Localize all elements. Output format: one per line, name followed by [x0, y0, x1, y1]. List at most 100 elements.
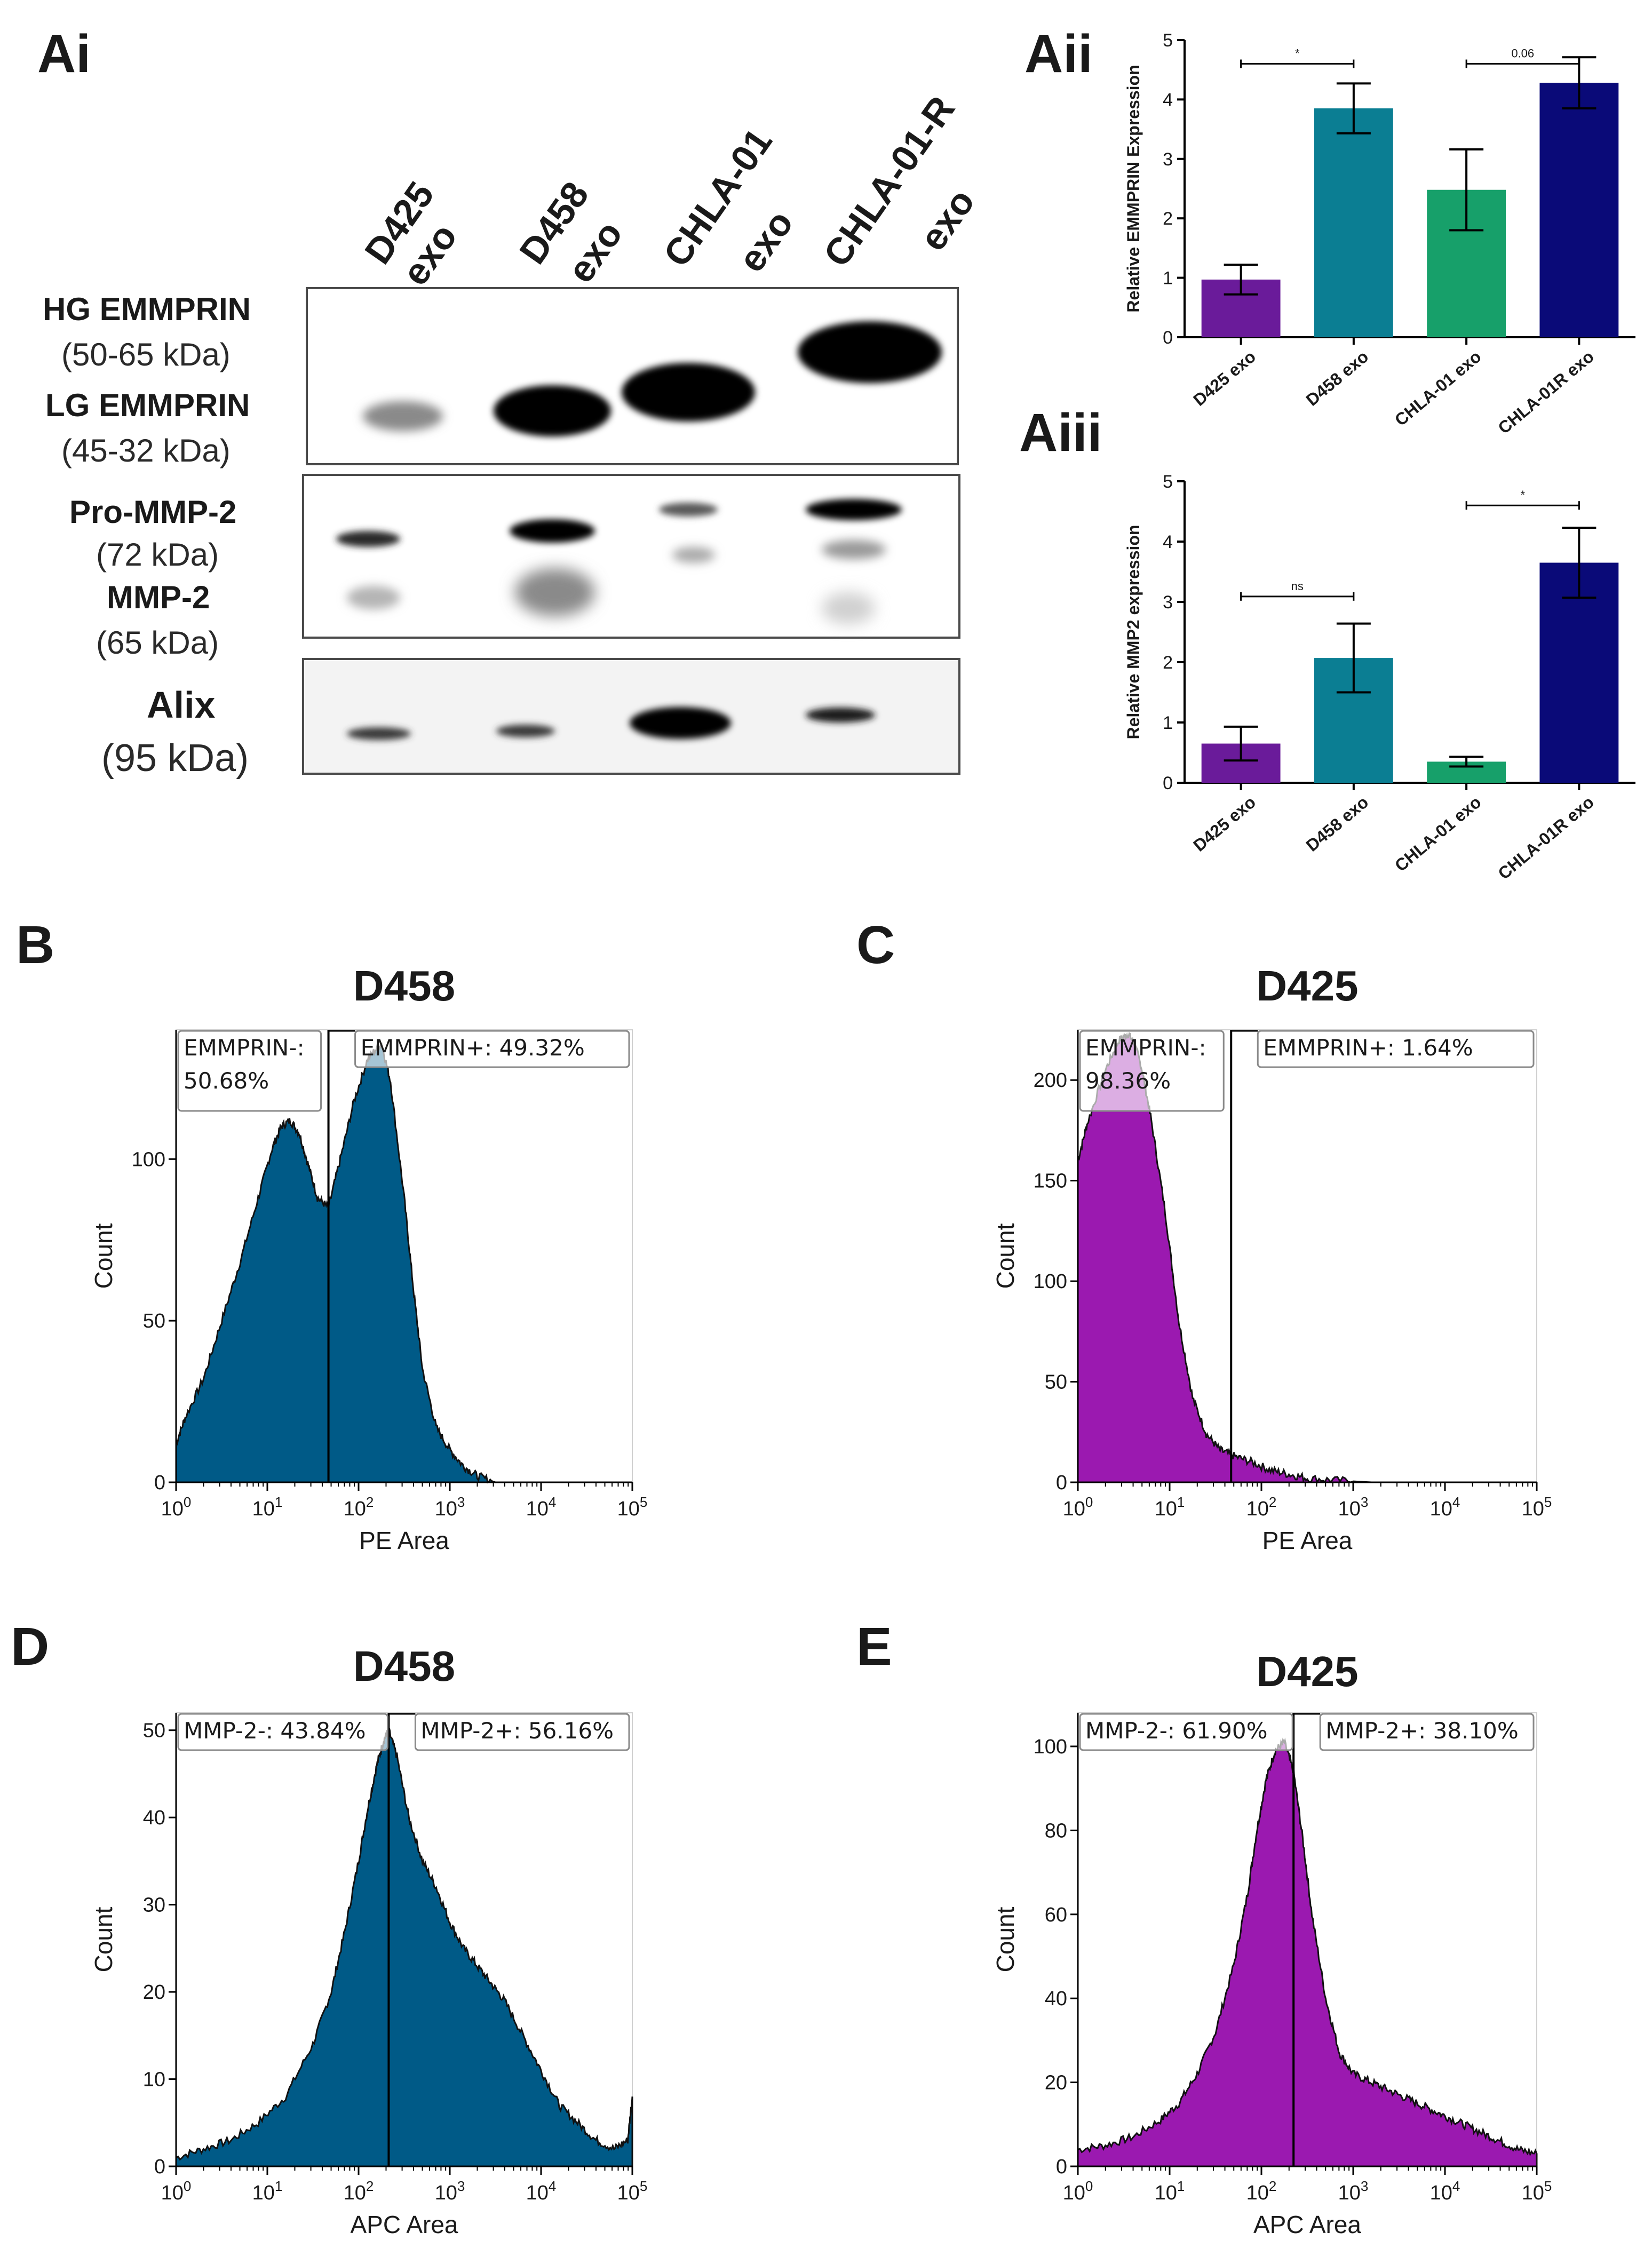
x-tick-label: 104 — [1430, 1494, 1460, 1520]
gate-neg-label: MMP-2-: 43.84% — [184, 1718, 366, 1744]
y-axis-label: Count — [90, 1906, 117, 1972]
x-tick-label: 101 — [1155, 1494, 1185, 1520]
band-alix-chla01r — [806, 708, 875, 722]
x-tick-label: 101 — [252, 1494, 283, 1520]
gate-neg-percent: 50.68% — [184, 1068, 269, 1094]
x-tick-label: 103 — [1338, 2178, 1369, 2204]
category-label: CHLA-01R exo — [1494, 792, 1597, 883]
histogram-title: D458 — [353, 962, 455, 1010]
bar — [1539, 562, 1619, 783]
label-mmp2: MMP-2 — [107, 579, 210, 615]
bar-chart-emmprin: 0 1 2 3 4 5 D425 exo D458 exo CHLA-01 exo CHLA-01… — [1124, 30, 1635, 438]
x-tick-label: 102 — [344, 1494, 374, 1520]
label-hg-emmprin: HG EMMPRIN — [43, 291, 251, 327]
y-tick-label: 4 — [1163, 90, 1173, 110]
histogram-area — [175, 1728, 633, 2167]
category-label: CHLA-01 exo — [1391, 347, 1485, 430]
y-tick-label: 200 — [1034, 1069, 1067, 1092]
gate-pos-box — [1319, 1713, 1535, 1751]
x-tick-label: 104 — [526, 2178, 557, 2204]
y-tick-label: 80 — [1045, 1820, 1067, 1842]
y-tick-label: 0 — [1056, 2156, 1067, 2178]
x-tick-label: 105 — [1522, 2178, 1552, 2204]
panel-label-ai: Ai — [37, 24, 91, 84]
y-tick-label: 100 — [132, 1148, 165, 1171]
band-mmp2-d458 — [515, 568, 595, 616]
y-axis-label: Relative EMMPRIN Expression — [1124, 65, 1143, 312]
y-tick-label: 3 — [1163, 149, 1173, 170]
significance-label: ns — [1291, 579, 1304, 593]
y-tick-label: 2 — [1163, 653, 1173, 673]
panel-label-d: D — [11, 1617, 49, 1677]
gate-neg-label: EMMPRIN-: — [1085, 1035, 1206, 1061]
x-tick-label: 102 — [1246, 2178, 1277, 2204]
y-tick-label: 20 — [1045, 2072, 1067, 2094]
band-emmprin-chla01 — [622, 363, 755, 422]
y-tick-label: 100 — [1034, 1270, 1067, 1293]
x-tick-label: 100 — [1063, 2178, 1093, 2204]
bar — [1314, 108, 1393, 338]
y-tick-label: 0 — [1056, 1472, 1067, 1494]
gate-neg-box — [177, 1713, 388, 1751]
histogram-area — [1077, 1737, 1538, 2167]
gate-pos-label: EMMPRIN+: 49.32% — [361, 1035, 585, 1061]
band-emmprin-chla01r — [798, 321, 942, 383]
x-tick-label: 105 — [617, 2178, 648, 2204]
y-tick-label: 10 — [143, 2069, 165, 2091]
x-tick-label: 100 — [161, 1494, 192, 1520]
x-tick-label: 103 — [435, 2178, 465, 2204]
significance-label: * — [1520, 488, 1525, 502]
label-alix-kda: (95 kDa) — [101, 737, 249, 780]
histogram-d458-pe: 100 101 102 103 104 105 0 50 100 EMMPRIN-: 50.68% E… — [90, 962, 647, 1554]
y-tick-label: 5 — [1163, 30, 1173, 51]
x-tick-label: 105 — [617, 1494, 648, 1520]
x-axis-label: PE Area — [1262, 1527, 1353, 1554]
band-mmp2-d425 — [347, 586, 400, 609]
category-label: CHLA-01 exo — [1391, 792, 1485, 876]
y-tick-label: 0 — [154, 2156, 165, 2178]
bar — [1539, 83, 1619, 337]
gate-pos-box — [414, 1713, 630, 1751]
x-tick-label: 102 — [1246, 1494, 1277, 1520]
gate-neg-percent: 98.36% — [1085, 1068, 1171, 1094]
panel-label-b: B — [16, 915, 54, 975]
y-axis-label: Count — [991, 1906, 1019, 1972]
lane-label-chla01-exo: exo — [730, 203, 801, 280]
panel-label-aiii: Aiii — [1019, 403, 1102, 463]
histogram-title: D425 — [1256, 962, 1358, 1010]
x-tick-label: 105 — [1522, 1494, 1552, 1520]
y-tick-label: 5 — [1163, 472, 1173, 492]
histogram-d425-pe: 100 101 102 103 104 105 0 50 100 150 200 EMMPRIN-: 9… — [991, 962, 1552, 1554]
y-tick-label: 0 — [1163, 328, 1173, 348]
x-tick-label: 101 — [1155, 2178, 1185, 2204]
y-tick-label: 60 — [1045, 1904, 1067, 1926]
lane-label-chla01r-exo: exo — [911, 181, 982, 258]
bar-chart-mmp2: 0 1 2 3 4 5 D425 exo D458 exo CHLA-01 exo CHLA-01… — [1124, 472, 1635, 883]
band-mmp2-chla01 — [672, 547, 715, 563]
y-tick-label: 0 — [1163, 773, 1173, 793]
y-tick-label: 100 — [1034, 1736, 1067, 1758]
label-pro-mmp2: Pro-MMP-2 — [69, 494, 236, 530]
category-label: D425 exo — [1189, 792, 1259, 855]
category-label: D458 exo — [1302, 347, 1372, 410]
gate-pos-box — [1257, 1030, 1535, 1068]
x-axis-label: APC Area — [1253, 2211, 1361, 2238]
histogram-title: D425 — [1256, 1648, 1358, 1695]
band-emmprin-d458 — [494, 385, 611, 436]
x-tick-label: 104 — [526, 1494, 557, 1520]
y-tick-label: 0 — [154, 1472, 165, 1494]
panel-label-aii: Aii — [1024, 24, 1093, 84]
band-promm2-chla01r — [806, 499, 902, 520]
band-emmprin-d425 — [363, 401, 443, 431]
significance-label: * — [1295, 47, 1300, 60]
gate-neg-box — [177, 1030, 322, 1112]
category-label: D458 exo — [1302, 792, 1372, 855]
panel-label-e: E — [856, 1617, 892, 1677]
band-smear-chla01r — [822, 592, 875, 624]
y-axis-label: Count — [991, 1223, 1019, 1289]
band-promm2-d425 — [336, 531, 400, 547]
band-mmp2-chla01r — [822, 540, 886, 559]
gate-pos-box — [354, 1030, 630, 1068]
category-label: D425 exo — [1189, 347, 1259, 410]
